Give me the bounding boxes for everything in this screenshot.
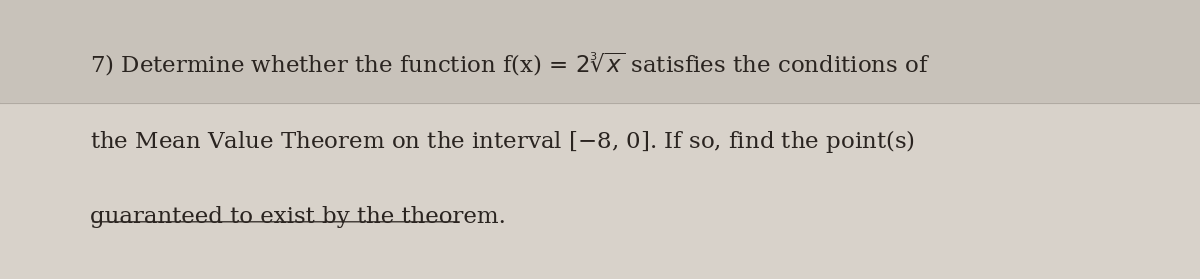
Text: 7) Determine whether the function f(x) = $2\sqrt[3]{x}$ satisfies the conditions: 7) Determine whether the function f(x) =…: [90, 50, 930, 78]
Bar: [0, 103, 1200, 279]
Text: guaranteed to exist by the theorem.: guaranteed to exist by the theorem.: [90, 206, 506, 229]
Text: the Mean Value Theorem on the interval [$-$8, 0]. If so, find the point(s): the Mean Value Theorem on the interval […: [90, 128, 916, 155]
Bar: [0, 0, 1200, 103]
